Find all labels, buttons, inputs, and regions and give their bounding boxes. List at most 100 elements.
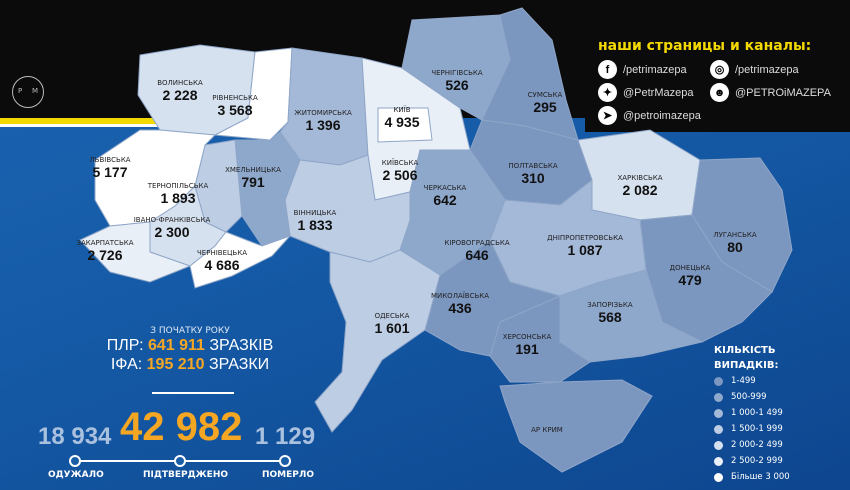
- legend-label: 2 500-2 999: [731, 456, 783, 466]
- legend-item: 2 000-2 499: [714, 437, 790, 453]
- link-label: /petrimazepa: [623, 63, 687, 76]
- since-label: З ПОЧАТКУ РОКУ: [150, 326, 230, 336]
- region-name: ВОЛИНСЬКА: [157, 79, 203, 87]
- pcr-suffix: ЗРАЗКІВ: [209, 337, 274, 354]
- legend-swatch: [714, 392, 723, 402]
- region-cases: 526: [445, 77, 469, 93]
- link-label: @petroimazepa: [623, 109, 701, 122]
- region-chernivtsi: [189, 231, 291, 289]
- region-cases: 191: [515, 341, 539, 357]
- region-kyiv: [377, 107, 433, 143]
- reddit-icon: ☻: [710, 83, 729, 102]
- region-name: КИЇВСЬКА: [382, 158, 419, 167]
- telegram-link[interactable]: ➤ @petroimazepa: [598, 106, 701, 125]
- recovered-label: ОДУЖАЛО: [48, 470, 104, 480]
- legend-title: ВИПАДКІВ:: [714, 360, 779, 371]
- legend-swatch: [714, 424, 723, 434]
- region-cases: 5 177: [92, 164, 127, 180]
- telegram-icon: ➤: [598, 106, 617, 125]
- instagram-link[interactable]: ◎ /petrimazepa: [710, 60, 799, 79]
- link-label: @PETROiMAZEPA: [735, 86, 831, 99]
- region-cases: 568: [598, 309, 622, 325]
- region-name: ЗАКАРПАТСЬКА: [76, 239, 133, 247]
- legend-label: Більше 3 000: [731, 472, 790, 482]
- legend-item: 1 000-1 499: [714, 405, 790, 421]
- timeline-dot: [69, 455, 81, 467]
- region-cases: 2 228: [162, 87, 197, 103]
- region-name: ДНІПРОПЕТРОВСЬКА: [547, 234, 623, 242]
- legend-title: КІЛЬКІСТЬ: [714, 345, 776, 356]
- region-cases: 1 601: [374, 320, 409, 336]
- region-cases: 1 833: [297, 217, 332, 233]
- legend-item: 500-999: [714, 389, 790, 405]
- region-name: КИЇВ: [393, 105, 410, 114]
- region-cases: 646: [465, 247, 489, 263]
- facebook-icon: f: [598, 60, 617, 79]
- region-name: СУМСЬКА: [528, 91, 563, 99]
- region-zakarpattia: [79, 221, 192, 283]
- ifa-line: ІФА: 195 210 ЗРАЗКИ: [60, 355, 320, 374]
- legend-label: 500-999: [731, 392, 767, 402]
- region-cases: 3 568: [217, 102, 252, 118]
- region-odesa: [314, 249, 441, 433]
- region-cases: 2 506: [382, 167, 417, 183]
- died-count: 1 129: [255, 423, 316, 450]
- confirmed-count: 42 982: [120, 405, 243, 449]
- region-name: РІВНЕНСЬКА: [212, 94, 258, 102]
- legend-label: 1 500-1 999: [731, 424, 783, 434]
- legend-swatch: [714, 408, 723, 418]
- region-cases: 791: [241, 174, 265, 190]
- legend-swatch: [714, 376, 723, 386]
- region-name: ЖИТОМИРСЬКА: [294, 109, 352, 117]
- region-cases: 295: [533, 99, 557, 115]
- region-name: ПОЛТАВСЬКА: [508, 162, 558, 170]
- legend-label: 1-499: [731, 376, 756, 386]
- region-name: ДОНЕЦЬКА: [670, 264, 711, 272]
- region-name: ЛЬВІВСЬКА: [89, 156, 130, 164]
- instagram-icon: ◎: [710, 60, 729, 79]
- region-cases: 4 935: [384, 114, 419, 130]
- region-cases: 80: [727, 239, 743, 255]
- logo-letter: M: [31, 87, 38, 95]
- recovered-count: 18 934: [38, 423, 112, 450]
- region-name: ЧЕРНІГІВСЬКА: [431, 69, 483, 77]
- region-name: АР КРИМ: [531, 426, 563, 434]
- facebook-link[interactable]: f/petrimazepa: [598, 60, 687, 79]
- region-name: МИКОЛАЇВСЬКА: [431, 291, 489, 300]
- region-cases: 436: [448, 300, 472, 316]
- region-name: ЧЕРНІВЕЦЬКА: [197, 249, 247, 257]
- link-label: @PetrMazepa: [623, 86, 694, 99]
- region-kherson: [489, 295, 591, 383]
- legend-swatch: [714, 440, 723, 450]
- legend-label: 2 000-2 499: [731, 440, 783, 450]
- legend-swatch: [714, 456, 723, 466]
- region-name: ЛУГАНСЬКА: [713, 231, 757, 239]
- divider: [152, 392, 234, 394]
- legend-swatch: [714, 472, 723, 482]
- reddit-link[interactable]: ☻ @PETROiMAZEPA: [710, 83, 831, 102]
- region-cases: 1 893: [160, 190, 195, 206]
- region-cases: 1 087: [567, 242, 602, 258]
- confirmed-label: ПІДТВЕРДЖЕНО: [143, 470, 229, 480]
- region-khmelnytskyi: [234, 131, 301, 247]
- region-name: ТЕРНОПІЛЬСЬКА: [147, 182, 209, 190]
- logo: P M: [12, 76, 44, 108]
- region-name: ВІННИЦЬКА: [294, 209, 337, 217]
- twitter-icon: ✦: [598, 83, 617, 102]
- ifa-value: 195 210: [146, 356, 205, 373]
- died-label: ПОМЕРЛО: [262, 470, 315, 480]
- region-name: КІРОВОГРАДСЬКА: [444, 239, 509, 247]
- social-title: наши страницы и каналы:: [598, 38, 812, 54]
- twitter-link[interactable]: ✦ @PetrMazepa: [598, 83, 693, 102]
- region-cases: 2 082: [622, 182, 657, 198]
- legend-item: 1 500-1 999: [714, 421, 790, 437]
- region-cases: 479: [678, 272, 702, 288]
- legend-item: Більше 3 000: [714, 469, 790, 485]
- region-name: ЗАПОРІЗЬКА: [587, 301, 633, 309]
- region-name: ОДЕСЬКА: [375, 312, 410, 320]
- legend: КІЛЬКІСТЬ ВИПАДКІВ: 1-499 500-999 1 000-1 …: [714, 343, 790, 485]
- legend-item: 1-499: [714, 373, 790, 389]
- region-crimea: [499, 379, 653, 473]
- region-cases: 2 300: [154, 224, 189, 240]
- region-mykolaiv: [424, 239, 562, 357]
